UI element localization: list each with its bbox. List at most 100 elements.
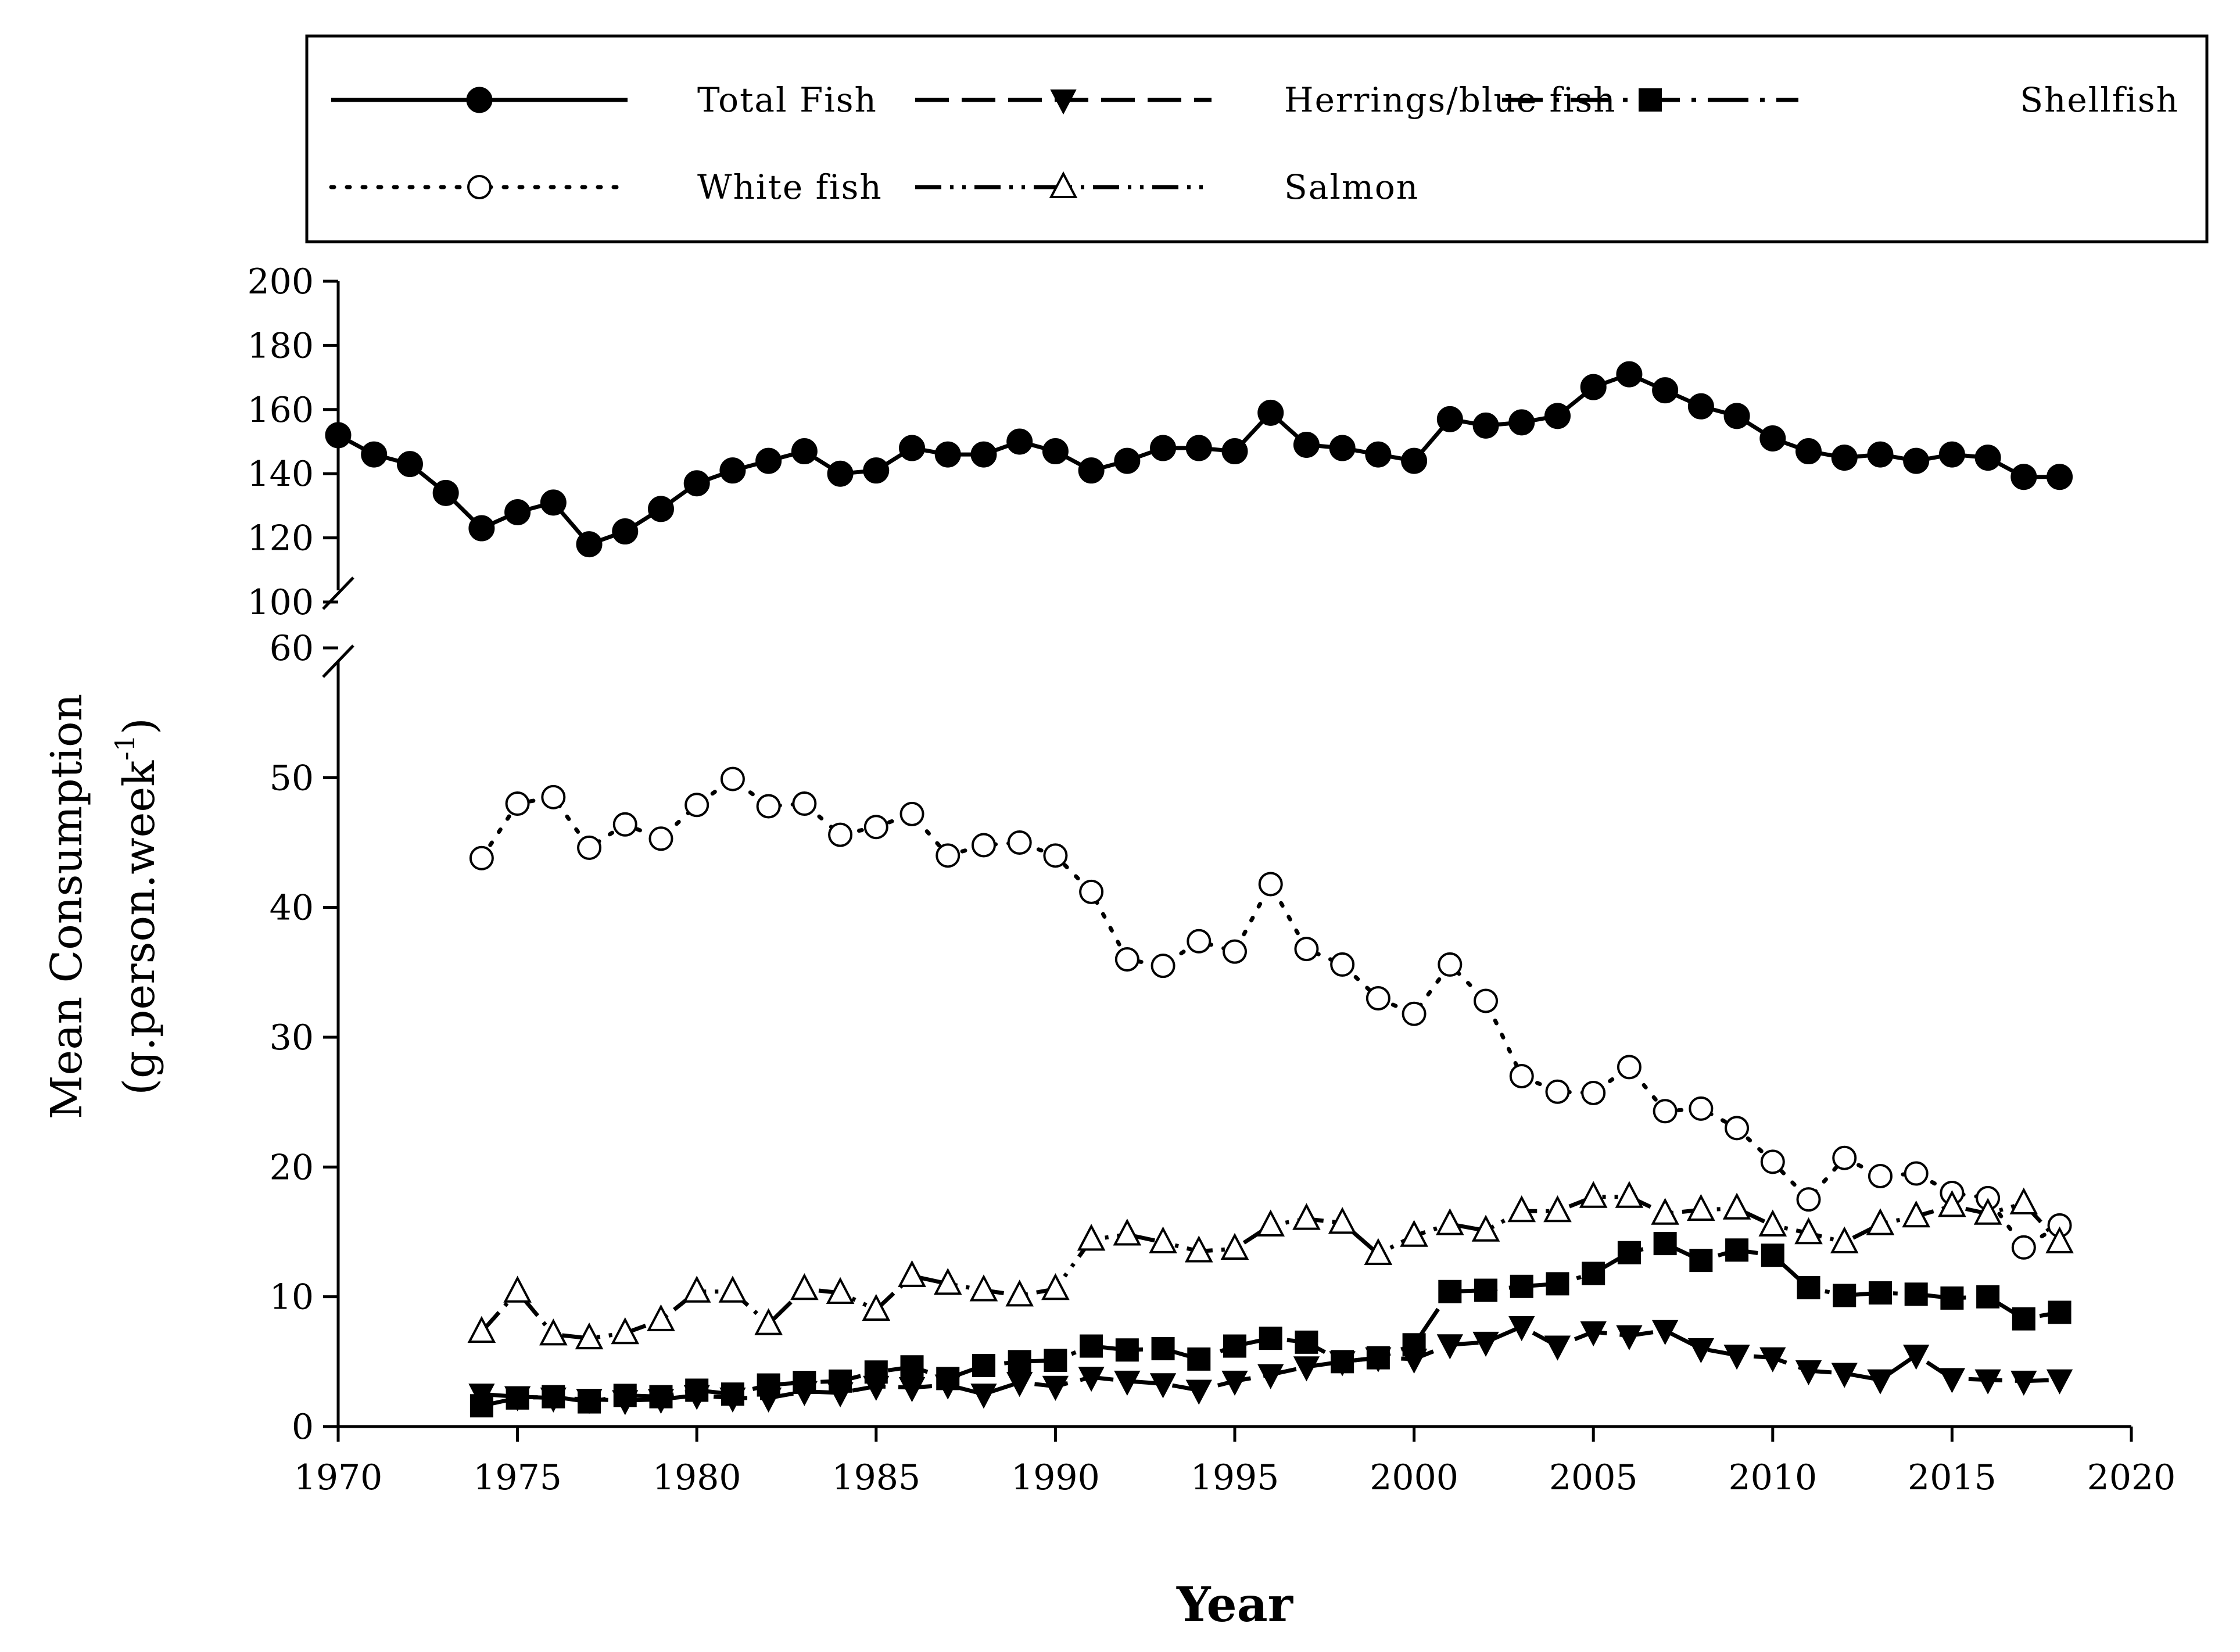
data-point-herrings-blue-fish [1759, 1347, 1786, 1373]
legend-item-herrings-blue-fish: Herrings/blue fish [915, 80, 1615, 120]
data-point-white-fish [1438, 952, 1463, 977]
data-point-total-fish [1042, 438, 1069, 465]
data-point-herrings-blue-fish [1974, 1369, 2001, 1395]
data-point-white-fish [1007, 830, 1032, 855]
data-point-total-fish [1938, 441, 1965, 468]
data-point-salmon [969, 1274, 998, 1302]
data-point-herrings-blue-fish [2046, 1369, 2073, 1395]
data-point-total-fish [1652, 377, 1679, 404]
data-point-salmon [1113, 1219, 1142, 1246]
data-point-white-fish [1294, 937, 1319, 962]
legend-item-total-fish: Total Fish [331, 80, 876, 120]
data-point-total-fish [1867, 441, 1894, 468]
data-point-salmon [1077, 1224, 1106, 1251]
data-point-shellfish [1617, 1241, 1641, 1264]
series-salmon [467, 1181, 2074, 1350]
data-point-salmon [1543, 1195, 1572, 1223]
x-tick-label: 2005 [1549, 1457, 1638, 1498]
data-point-shellfish [864, 1360, 888, 1384]
data-point-white-fish [1330, 952, 1355, 977]
data-point-white-fish [684, 793, 709, 818]
data-point-shellfish [1833, 1284, 1856, 1307]
data-point-white-fish [1617, 1055, 1642, 1080]
data-point-shellfish [1008, 1350, 1031, 1374]
data-point-white-fish [1258, 872, 1283, 897]
data-point-white-fish [1760, 1149, 1785, 1174]
data-point-salmon [2045, 1226, 2074, 1253]
data-point-salmon [611, 1317, 640, 1345]
y-axis-title-sup: -1 [109, 734, 141, 761]
data-point-white-fish [936, 843, 960, 868]
data-point-shellfish [721, 1382, 744, 1406]
data-point-shellfish [1438, 1280, 1462, 1303]
series-line-white-fish [479, 777, 2062, 1250]
data-point-total-fish [1078, 457, 1105, 484]
data-point-herrings-blue-fish [1795, 1360, 1822, 1386]
data-point-salmon [2009, 1187, 2038, 1214]
data-point-total-fish [1616, 361, 1643, 388]
data-point-total-fish [2047, 464, 2073, 490]
data-point-salmon [575, 1322, 604, 1350]
x-tick-label: 2020 [2087, 1457, 2176, 1498]
data-point-salmon [1184, 1235, 1213, 1263]
x-tick-label: 2000 [1370, 1457, 1458, 1498]
data-point-white-fish [577, 835, 602, 860]
data-point-white-fish [1114, 947, 1139, 972]
data-point-herrings-blue-fish [1114, 1370, 1141, 1396]
legend-marker-herrings-blue-fish [1050, 89, 1077, 115]
data-point-total-fish [1974, 445, 2001, 471]
data-point-salmon [1866, 1208, 1895, 1235]
data-point-total-fish [1221, 438, 1248, 465]
series-shellfish [469, 1232, 2071, 1418]
legend-marker-white-fish [467, 175, 492, 199]
data-point-shellfish [2048, 1300, 2071, 1324]
x-axis-title: Year [1176, 1577, 1294, 1633]
data-point-herrings-blue-fish [1903, 1345, 1930, 1370]
data-point-white-fish [1223, 939, 1247, 964]
data-point-salmon [1687, 1194, 1715, 1221]
data-point-total-fish [970, 441, 997, 468]
data-point-total-fish [1293, 432, 1320, 458]
data-point-salmon [467, 1316, 496, 1343]
data-point-salmon [790, 1273, 819, 1300]
data-point-white-fish [971, 833, 996, 858]
data-point-shellfish [972, 1354, 995, 1378]
data-point-total-fish [504, 499, 531, 525]
data-point-herrings-blue-fish [1149, 1373, 1177, 1399]
y-tick-label-lower: 0 [292, 1407, 314, 1447]
x-tick-label: 1995 [1191, 1457, 1280, 1498]
y-tick-label-upper: 160 [247, 390, 314, 431]
legend-marker-total-fish [466, 87, 493, 113]
data-point-total-fish [791, 438, 818, 465]
data-point-white-fish [720, 766, 745, 791]
data-point-total-fish [1114, 447, 1141, 474]
data-point-total-fish [396, 451, 423, 478]
data-point-white-fish [1474, 988, 1499, 1013]
data-point-white-fish [1868, 1163, 1893, 1188]
data-point-salmon [1436, 1208, 1464, 1235]
data-point-shellfish [1331, 1350, 1354, 1374]
data-point-total-fish [1903, 447, 1930, 474]
legend-label-salmon: Salmon [1284, 167, 1419, 207]
data-point-shellfish [1689, 1249, 1713, 1273]
data-point-shellfish [1366, 1346, 1390, 1370]
axes: 1970 1975 1980 1985 1990 1995 2000 2005 2010 2015… [247, 261, 2176, 1498]
data-point-salmon [1615, 1181, 1644, 1208]
y-tick-label-lower: 30 [270, 1017, 314, 1058]
data-point-salmon [1041, 1273, 1070, 1300]
y-tick-label-upper: 200 [247, 261, 314, 302]
legend-item-shellfish: Shellfish [1502, 80, 2178, 120]
data-point-total-fish [325, 422, 352, 449]
data-point-shellfish [1976, 1285, 2000, 1309]
data-point-white-fish [1043, 843, 1068, 868]
data-point-white-fish [1832, 1145, 1857, 1170]
x-tick-label: 1970 [294, 1457, 383, 1498]
data-point-shellfish [1797, 1276, 1820, 1300]
data-point-herrings-blue-fish [1616, 1325, 1643, 1350]
data-point-salmon [503, 1275, 532, 1303]
data-point-salmon [1902, 1200, 1930, 1228]
legend-box [305, 34, 2209, 243]
data-point-salmon [1830, 1226, 1859, 1253]
data-point-total-fish [540, 489, 567, 516]
data-point-total-fish [863, 457, 890, 484]
